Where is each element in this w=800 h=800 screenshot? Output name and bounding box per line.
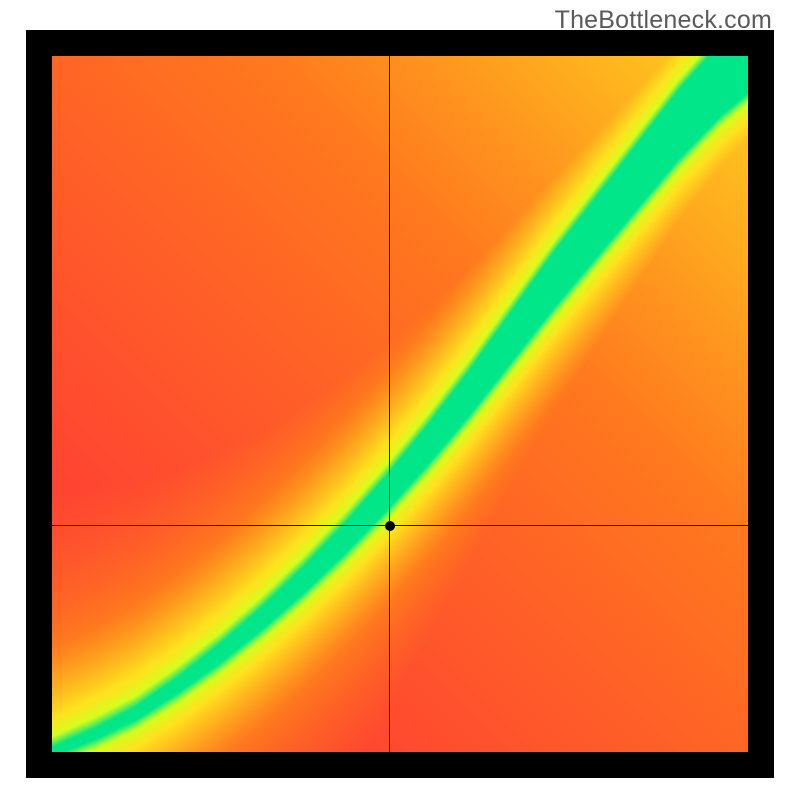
chart-container: TheBottleneck.com <box>0 0 800 800</box>
crosshair-marker <box>385 521 395 531</box>
crosshair-horizontal <box>52 525 748 526</box>
plot-frame <box>26 30 774 778</box>
crosshair-vertical <box>389 56 390 752</box>
heatmap-canvas <box>52 56 748 752</box>
watermark-text: TheBottleneck.com <box>555 6 772 35</box>
